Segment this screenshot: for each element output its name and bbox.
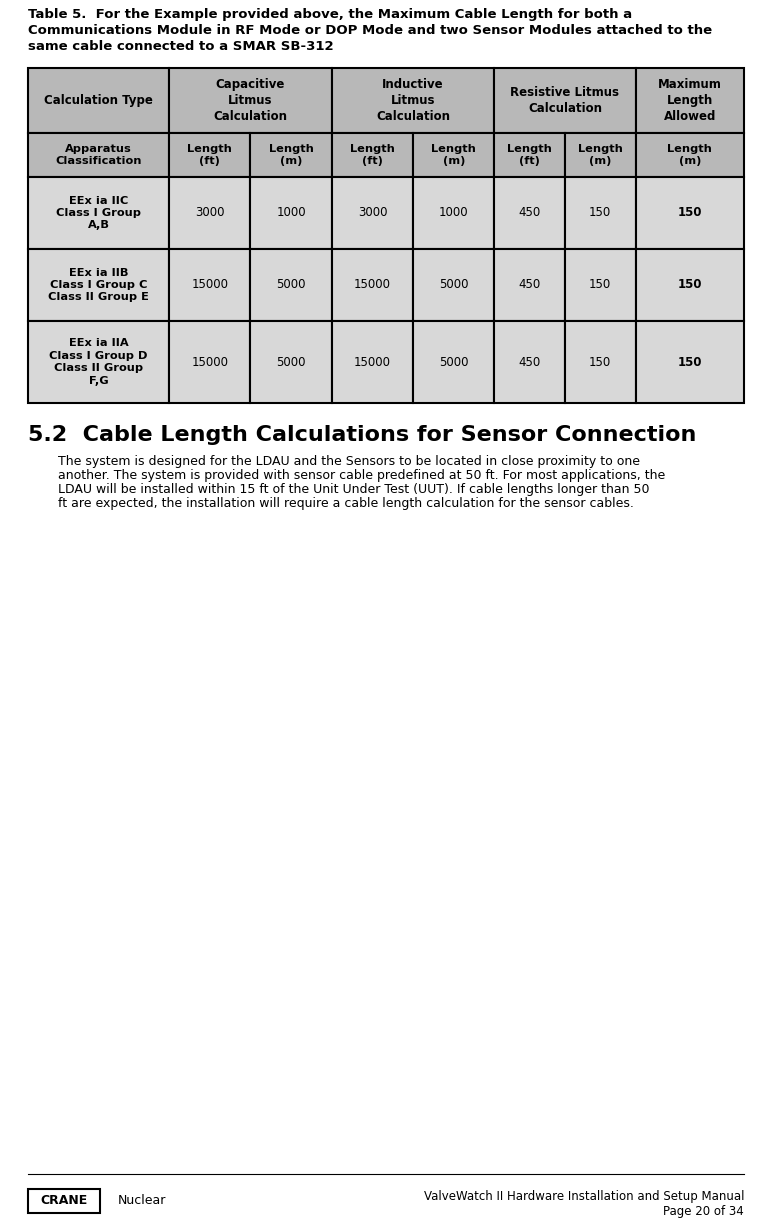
Bar [635, 133, 744, 177]
Text: 15000: 15000 [191, 278, 229, 291]
Text: 15000: 15000 [354, 278, 391, 291]
Text: EEx ia IIB
Class I Group C
Class II Group E: EEx ia IIB Class I Group C Class II Grou… [48, 268, 149, 302]
Bar [332, 68, 495, 133]
Text: 450: 450 [519, 356, 541, 368]
Bar [495, 249, 565, 321]
Text: Length
(ft): Length (ft) [507, 144, 552, 166]
Text: 150: 150 [678, 278, 702, 291]
Bar [495, 321, 565, 403]
Text: Table 5.  For the Example provided above, the Maximum Cable Length for both a: Table 5. For the Example provided above,… [28, 9, 632, 21]
Bar [169, 177, 250, 249]
Bar [169, 68, 332, 133]
Text: EEx ia IIA
Class I Group D
Class II Group
F,G: EEx ia IIA Class I Group D Class II Grou… [49, 339, 147, 385]
Text: 450: 450 [519, 278, 541, 291]
Text: 1000: 1000 [439, 206, 469, 219]
Bar [332, 133, 413, 177]
Bar [250, 249, 332, 321]
Text: CRANE: CRANE [40, 1195, 88, 1208]
Text: 150: 150 [678, 206, 702, 219]
Bar [495, 68, 635, 133]
Text: Page 20 of 34: Page 20 of 34 [663, 1206, 744, 1218]
Bar [250, 177, 332, 249]
Text: Capacitive
Litmus
Calculation: Capacitive Litmus Calculation [213, 78, 287, 123]
Bar [495, 177, 565, 249]
Bar [413, 133, 495, 177]
Bar [635, 321, 744, 403]
Text: EEx ia IIC
Class I Group
A,B: EEx ia IIC Class I Group A,B [56, 195, 141, 230]
Bar [250, 133, 332, 177]
Bar [28, 133, 169, 177]
Text: Length
(m): Length (m) [667, 144, 713, 166]
Bar [332, 177, 413, 249]
Text: 5000: 5000 [439, 356, 469, 368]
Text: 5000: 5000 [439, 278, 469, 291]
Text: Length
(m): Length (m) [269, 144, 313, 166]
Bar [413, 249, 495, 321]
Text: 150: 150 [589, 206, 611, 219]
Text: Calculation Type: Calculation Type [44, 94, 153, 107]
Bar [28, 249, 169, 321]
Text: 5000: 5000 [276, 278, 306, 291]
Text: another. The system is provided with sensor cable predefined at 50 ft. For most : another. The system is provided with sen… [58, 469, 665, 482]
Text: Nuclear: Nuclear [118, 1195, 167, 1208]
Bar [169, 249, 250, 321]
Bar [28, 68, 169, 133]
Text: 3000: 3000 [357, 206, 388, 219]
Bar [635, 177, 744, 249]
Bar [169, 321, 250, 403]
Text: 15000: 15000 [354, 356, 391, 368]
Text: LDAU will be installed within 15 ft of the Unit Under Test (UUT). If cable lengt: LDAU will be installed within 15 ft of t… [58, 483, 649, 496]
Bar [565, 133, 635, 177]
Bar [332, 321, 413, 403]
Text: Resistive Litmus
Calculation: Resistive Litmus Calculation [510, 87, 619, 115]
Bar [250, 321, 332, 403]
Text: 5.2  Cable Length Calculations for Sensor Connection: 5.2 Cable Length Calculations for Sensor… [28, 425, 696, 445]
Text: Apparatus
Classification: Apparatus Classification [56, 144, 142, 166]
Text: Length
(m): Length (m) [432, 144, 476, 166]
Bar [28, 1189, 100, 1213]
Bar [413, 321, 495, 403]
Text: 150: 150 [678, 356, 702, 368]
Text: same cable connected to a SMAR SB-312: same cable connected to a SMAR SB-312 [28, 40, 334, 52]
Text: The system is designed for the LDAU and the Sensors to be located in close proxi: The system is designed for the LDAU and … [58, 455, 640, 468]
Bar [565, 249, 635, 321]
Bar [413, 177, 495, 249]
Text: Length
(m): Length (m) [577, 144, 623, 166]
Text: Length
(ft): Length (ft) [188, 144, 232, 166]
Bar [565, 177, 635, 249]
Bar [169, 133, 250, 177]
Text: 1000: 1000 [276, 206, 306, 219]
Text: Communications Module in RF Mode or DOP Mode and two Sensor Modules attached to : Communications Module in RF Mode or DOP … [28, 24, 712, 37]
Text: 15000: 15000 [191, 356, 229, 368]
Bar [565, 321, 635, 403]
Text: 3000: 3000 [195, 206, 225, 219]
Bar [28, 321, 169, 403]
Bar [635, 68, 744, 133]
Text: ft are expected, the installation will require a cable length calculation for th: ft are expected, the installation will r… [58, 497, 634, 510]
Bar [28, 177, 169, 249]
Bar [635, 249, 744, 321]
Text: Length
(ft): Length (ft) [350, 144, 394, 166]
Text: 150: 150 [589, 356, 611, 368]
Text: Inductive
Litmus
Calculation: Inductive Litmus Calculation [376, 78, 450, 123]
Text: 5000: 5000 [276, 356, 306, 368]
Text: 150: 150 [589, 278, 611, 291]
Text: 450: 450 [519, 206, 541, 219]
Text: Maximum
Length
Allowed: Maximum Length Allowed [658, 78, 722, 123]
Bar [495, 133, 565, 177]
Bar [332, 249, 413, 321]
Text: ValveWatch II Hardware Installation and Setup Manual: ValveWatch II Hardware Installation and … [424, 1190, 744, 1203]
